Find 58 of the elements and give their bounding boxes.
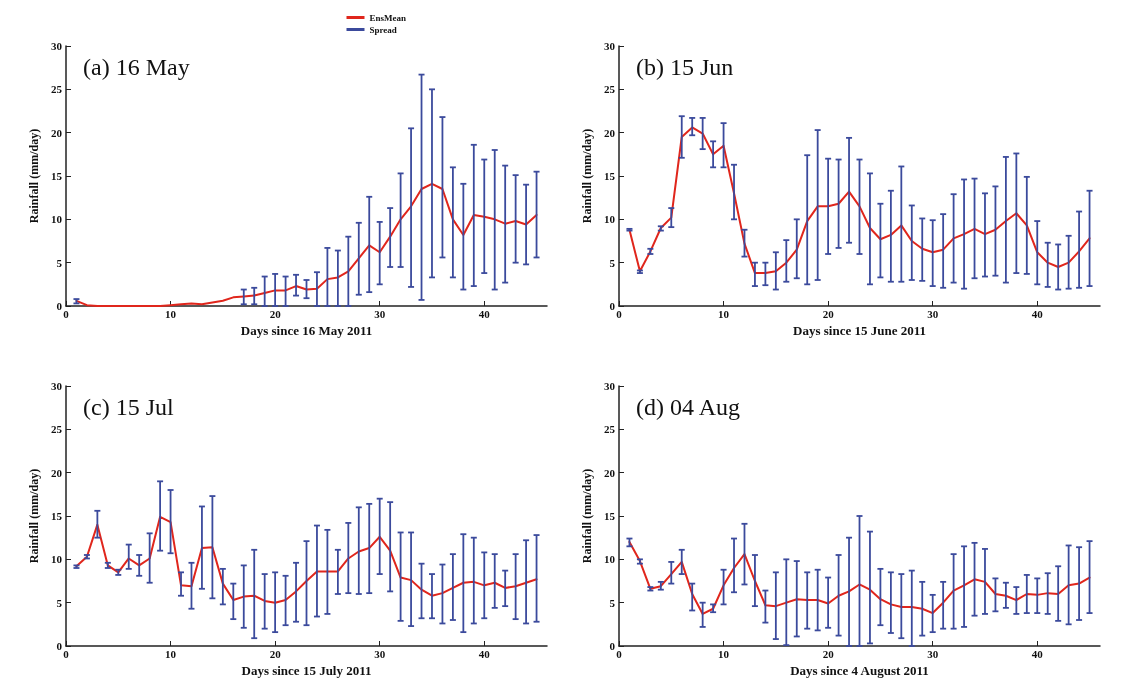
y-tick-label: 5 [56, 596, 63, 609]
x-axis-title: Days since 4 August 2011 [790, 662, 929, 678]
x-tick-label: 10 [165, 647, 177, 660]
chart-title: (c) 15 Jul [83, 394, 174, 420]
y-tick-label: 15 [604, 510, 616, 522]
x-tick-label: 40 [478, 307, 491, 320]
y-tick-label: 30 [604, 380, 616, 392]
chart-title: (b) 15 Jun [636, 54, 734, 80]
y-tick-label: 15 [51, 510, 63, 522]
x-tick-label: 30 [927, 647, 939, 660]
line-series [75, 182, 538, 307]
y-tick-label: 20 [51, 466, 63, 479]
line-series [628, 126, 1091, 275]
x-axis-title: Days since 16 May 2011 [240, 322, 373, 338]
text: Spread [369, 24, 397, 35]
line-series [628, 541, 1091, 615]
legend-label: EnsMean [369, 12, 407, 23]
x-tick-label: 10 [165, 307, 177, 320]
x-tick-label: 40 [1031, 307, 1044, 320]
chart-title: (d) 04 Aug [636, 394, 740, 420]
y-tick-label: 25 [51, 83, 63, 96]
y-tick-label: 25 [604, 83, 616, 96]
y-tick-label: 30 [51, 380, 63, 392]
y-tick-label: 25 [51, 423, 63, 436]
y-tick-label: 20 [51, 126, 63, 139]
y-tick-label: 5 [56, 256, 63, 269]
y-axis-title: Rainfall (mm/day) [27, 468, 41, 564]
x-tick-label: 30 [927, 307, 939, 320]
y-tick-label: 5 [609, 596, 616, 609]
x-tick-label: 10 [718, 647, 730, 660]
y-tick-label: 10 [604, 213, 616, 226]
x-tick-label: 40 [478, 647, 491, 660]
x-axis-title: Days since 15 June 2011 [793, 322, 926, 338]
y-tick-label: 30 [604, 40, 616, 52]
x-tick-label: 20 [269, 307, 282, 320]
y-tick-label: 15 [51, 170, 63, 182]
y-axis-title: Rainfall (mm/day) [580, 128, 594, 224]
x-tick-label: 30 [374, 307, 386, 320]
x-tick-label: 10 [718, 307, 730, 320]
x-tick-label: 40 [1031, 647, 1044, 660]
y-tick-label: 10 [51, 213, 63, 226]
y-tick-label: 20 [604, 126, 616, 139]
y-tick-label: 30 [51, 40, 63, 52]
x-tick-label: 20 [269, 647, 282, 660]
y-tick-label: 5 [609, 256, 616, 269]
y-axis-title: Rainfall (mm/day) [580, 468, 594, 564]
line-series [75, 515, 538, 604]
x-tick-label: 30 [374, 647, 386, 660]
x-tick-label: 20 [822, 307, 835, 320]
y-axis-title: Rainfall (mm/day) [27, 128, 41, 224]
x-axis-title: Days since 15 July 2011 [241, 662, 372, 678]
x-tick-label: 20 [822, 647, 835, 660]
y-tick-label: 15 [604, 170, 616, 182]
y-tick-label: 20 [604, 466, 616, 479]
y-tick-label: 10 [604, 553, 616, 566]
chart-title: (a) 16 May [83, 54, 190, 80]
y-tick-label: 10 [51, 553, 63, 566]
y-tick-label: 25 [604, 423, 616, 436]
